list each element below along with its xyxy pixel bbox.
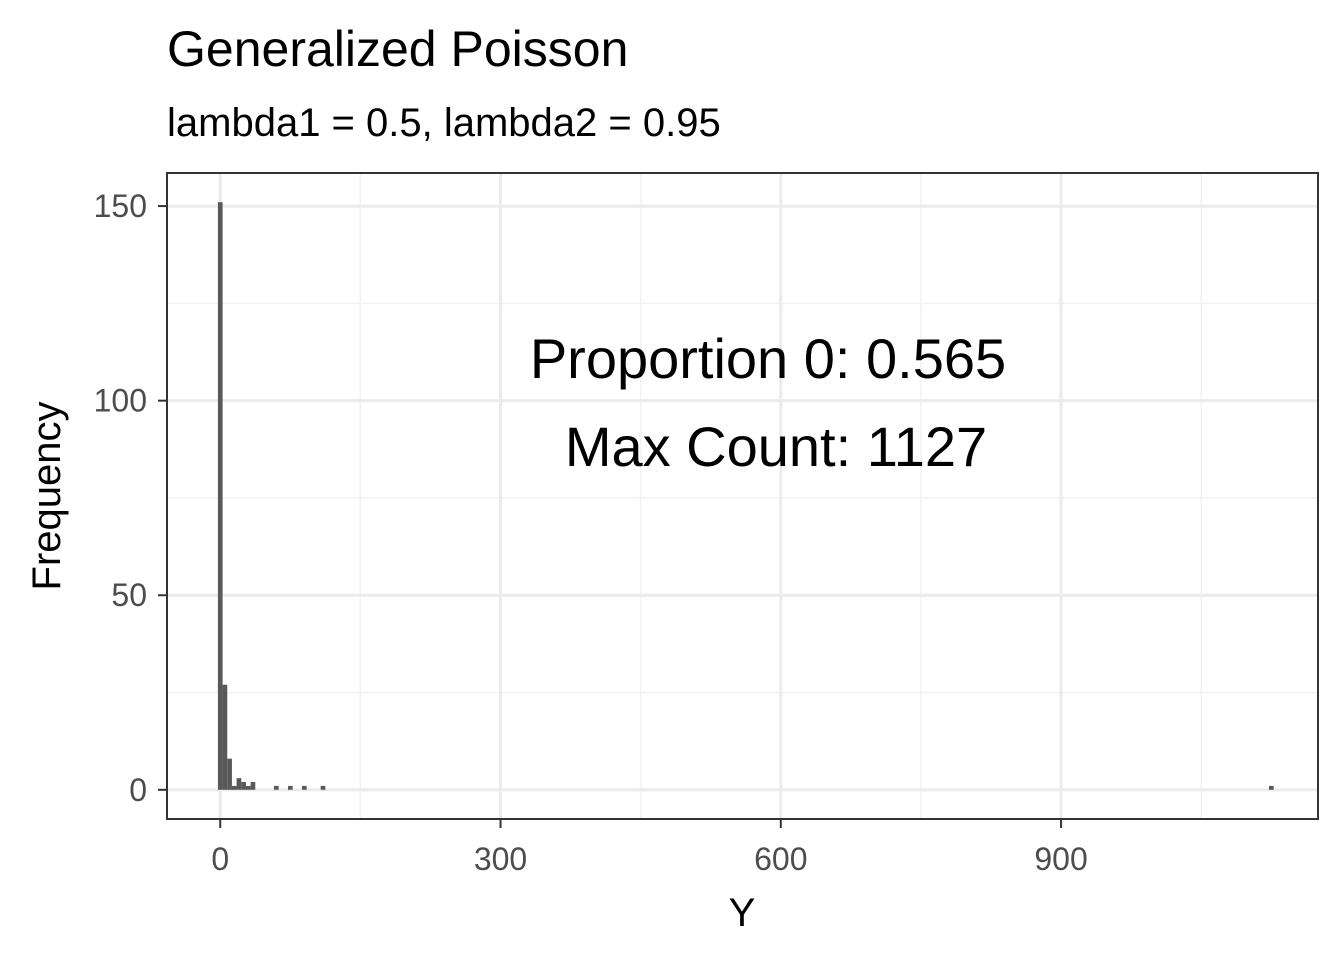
y-tick-label: 0 [129, 772, 147, 808]
x-tick-label: 300 [474, 841, 527, 877]
chart-title: Generalized Poisson [167, 21, 628, 77]
x-tick-label: 900 [1034, 841, 1087, 877]
histogram-bar [287, 785, 293, 790]
histogram-bar [236, 778, 242, 790]
axes: 0 300 600 900 0 50 100 150 [94, 188, 1088, 877]
grid-lines [167, 173, 1318, 819]
annotation-proportion-zero: Proportion 0: 0.565 [530, 327, 1006, 390]
histogram-bar [1268, 785, 1274, 790]
chart-subtitle: lambda1 = 0.5, lambda2 = 0.95 [167, 101, 721, 145]
x-axis-title: Y [729, 891, 756, 935]
histogram-bar [231, 785, 237, 790]
histogram-bar [250, 782, 256, 790]
histogram-bar [301, 785, 307, 790]
y-axis-title: Frequency [25, 402, 69, 591]
histogram-bar [245, 785, 251, 790]
histogram-bars [217, 202, 1274, 790]
histogram-bar [217, 202, 223, 790]
histogram-bar [222, 684, 228, 790]
histogram-bar [320, 785, 326, 790]
annotation-max-count: Max Count: 1127 [565, 415, 987, 478]
plot-border [166, 172, 1319, 820]
x-tick-label: 600 [754, 841, 807, 877]
y-tick-label: 50 [111, 577, 147, 613]
histogram-bar [241, 782, 246, 790]
y-tick-label: 100 [94, 383, 147, 419]
histogram-bar [273, 785, 279, 790]
plot-background [167, 173, 1318, 819]
histogram-bar [227, 758, 232, 790]
y-tick-label: 150 [94, 188, 147, 224]
x-tick-label: 0 [211, 841, 229, 877]
